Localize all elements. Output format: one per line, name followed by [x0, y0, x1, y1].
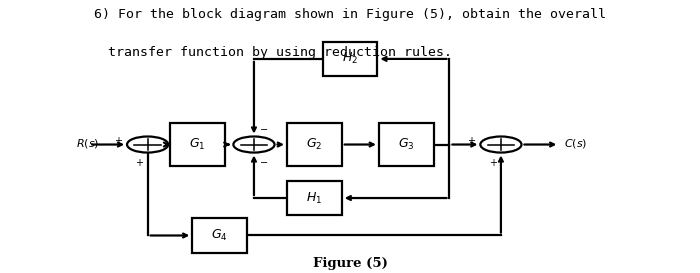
Text: +: +	[135, 158, 143, 168]
FancyBboxPatch shape	[287, 123, 342, 166]
Text: $G_1$: $G_1$	[190, 137, 206, 152]
Text: 6) For the block diagram shown in Figure (5), obtain the overall: 6) For the block diagram shown in Figure…	[94, 8, 606, 21]
Text: Figure (5): Figure (5)	[313, 257, 387, 270]
FancyBboxPatch shape	[170, 123, 225, 166]
Circle shape	[480, 136, 522, 153]
FancyBboxPatch shape	[379, 123, 434, 166]
FancyBboxPatch shape	[193, 218, 247, 253]
Text: $R(s)$: $R(s)$	[76, 137, 99, 150]
Text: +: +	[113, 135, 122, 146]
Text: $C(s)$: $C(s)$	[564, 137, 587, 150]
FancyBboxPatch shape	[323, 41, 377, 76]
Text: $G_3$: $G_3$	[398, 137, 414, 152]
Circle shape	[233, 136, 274, 153]
Text: +: +	[489, 158, 497, 168]
FancyBboxPatch shape	[287, 181, 342, 215]
Text: −: −	[260, 158, 268, 168]
Circle shape	[127, 136, 168, 153]
Text: $G_2$: $G_2$	[306, 137, 323, 152]
Text: +: +	[467, 135, 475, 146]
Text: $H_1$: $H_1$	[307, 191, 323, 206]
Text: $G_4$: $G_4$	[211, 228, 228, 243]
Text: transfer function by using reduction rules.: transfer function by using reduction rul…	[108, 46, 452, 60]
Text: $H_2$: $H_2$	[342, 51, 358, 66]
Text: −: −	[260, 125, 268, 135]
